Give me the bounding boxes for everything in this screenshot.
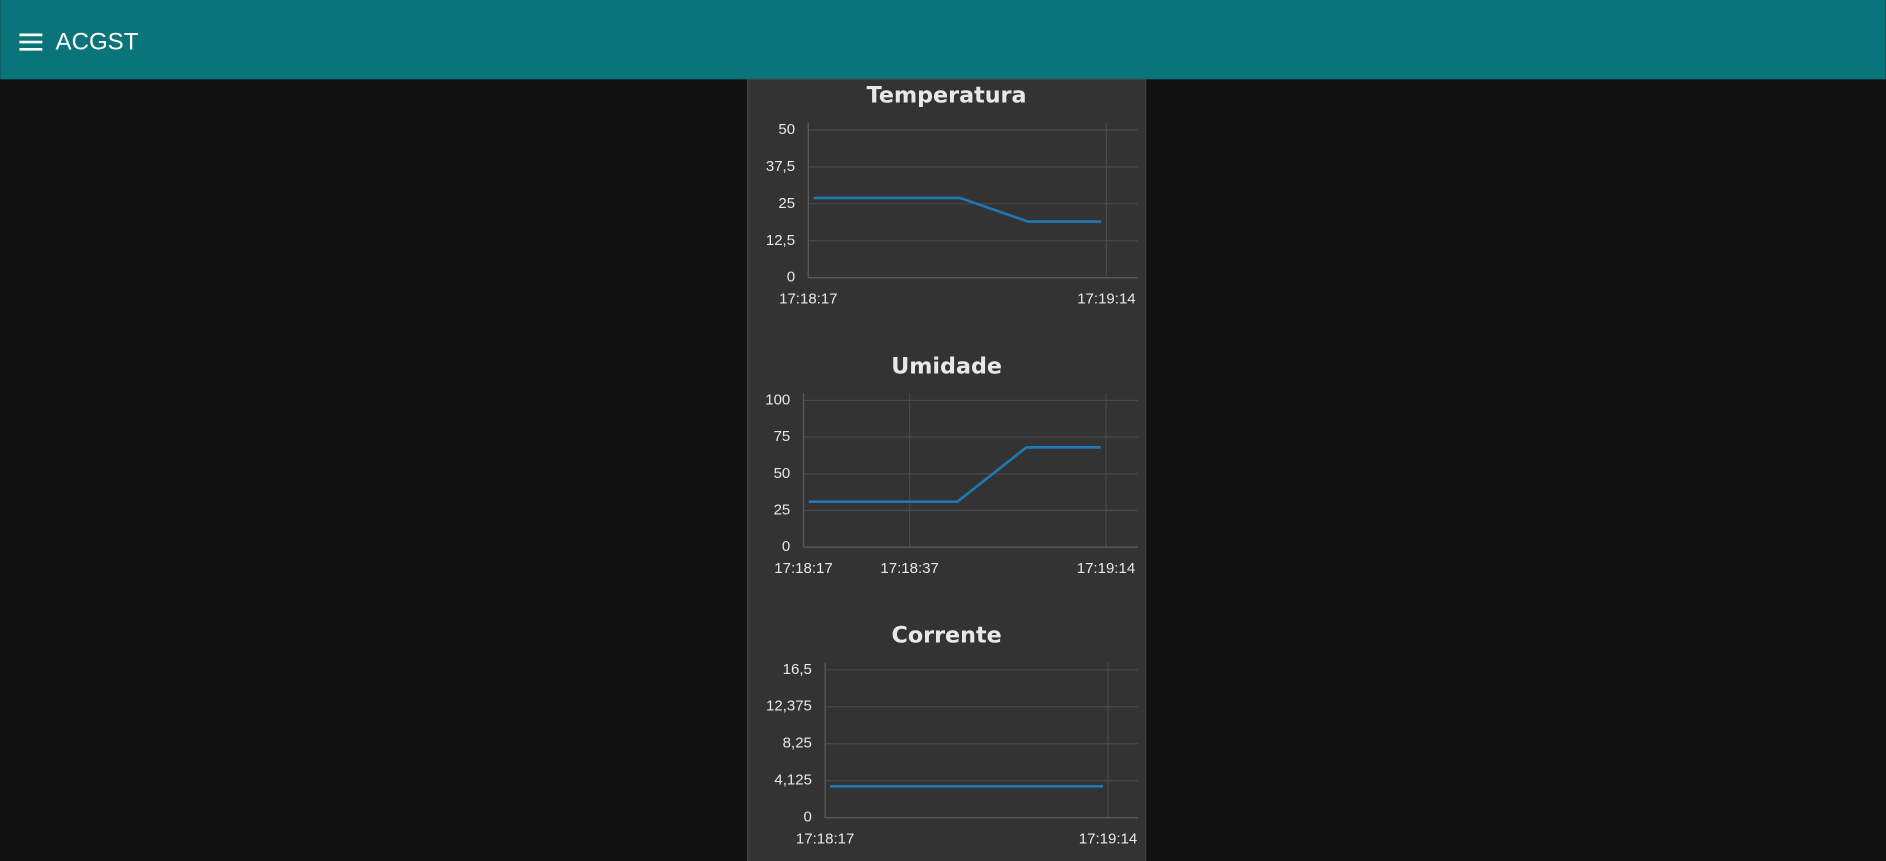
y-tick-label: 50 [778, 121, 795, 138]
app-title: ACGST [56, 29, 139, 56]
y-tick-label: 37,5 [766, 158, 795, 175]
chart-title: Umidade [891, 353, 1002, 379]
chart-title: Corrente [892, 623, 1002, 649]
chart-title: Temperatura [867, 83, 1027, 109]
data-line [813, 196, 1102, 223]
y-tick-label: 25 [778, 195, 795, 212]
y-tick-label: 16,5 [783, 661, 812, 678]
menu-button[interactable] [19, 33, 43, 51]
x-tick-label: 17:19:14 [1077, 290, 1135, 307]
y-tick-label: 8,25 [783, 735, 812, 752]
y-tick-label: 75 [774, 428, 791, 445]
y-tick-label: 4,125 [774, 772, 812, 789]
y-tick-label: 0 [804, 809, 812, 826]
y-tick-label: 0 [787, 269, 795, 286]
x-tick-label: 17:19:14 [1079, 830, 1137, 847]
y-tick-label: 12,5 [766, 232, 795, 249]
y-tick-label: 0 [782, 538, 790, 555]
x-tick-label: 17:19:14 [1077, 560, 1135, 577]
x-tick-label: 17:18:17 [796, 830, 854, 847]
x-tick-label: 17:18:17 [779, 290, 837, 307]
x-tick-label: 17:18:17 [774, 560, 832, 577]
y-tick-label: 100 [765, 391, 790, 408]
toolbar [0, 0, 1886, 80]
panel [746, 78, 1147, 861]
y-tick-label: 25 [774, 501, 791, 518]
y-tick-label: 50 [774, 465, 791, 482]
data-line [808, 446, 1101, 503]
x-tick-label: 17:18:37 [880, 560, 938, 577]
y-tick-label: 12,375 [766, 698, 812, 715]
